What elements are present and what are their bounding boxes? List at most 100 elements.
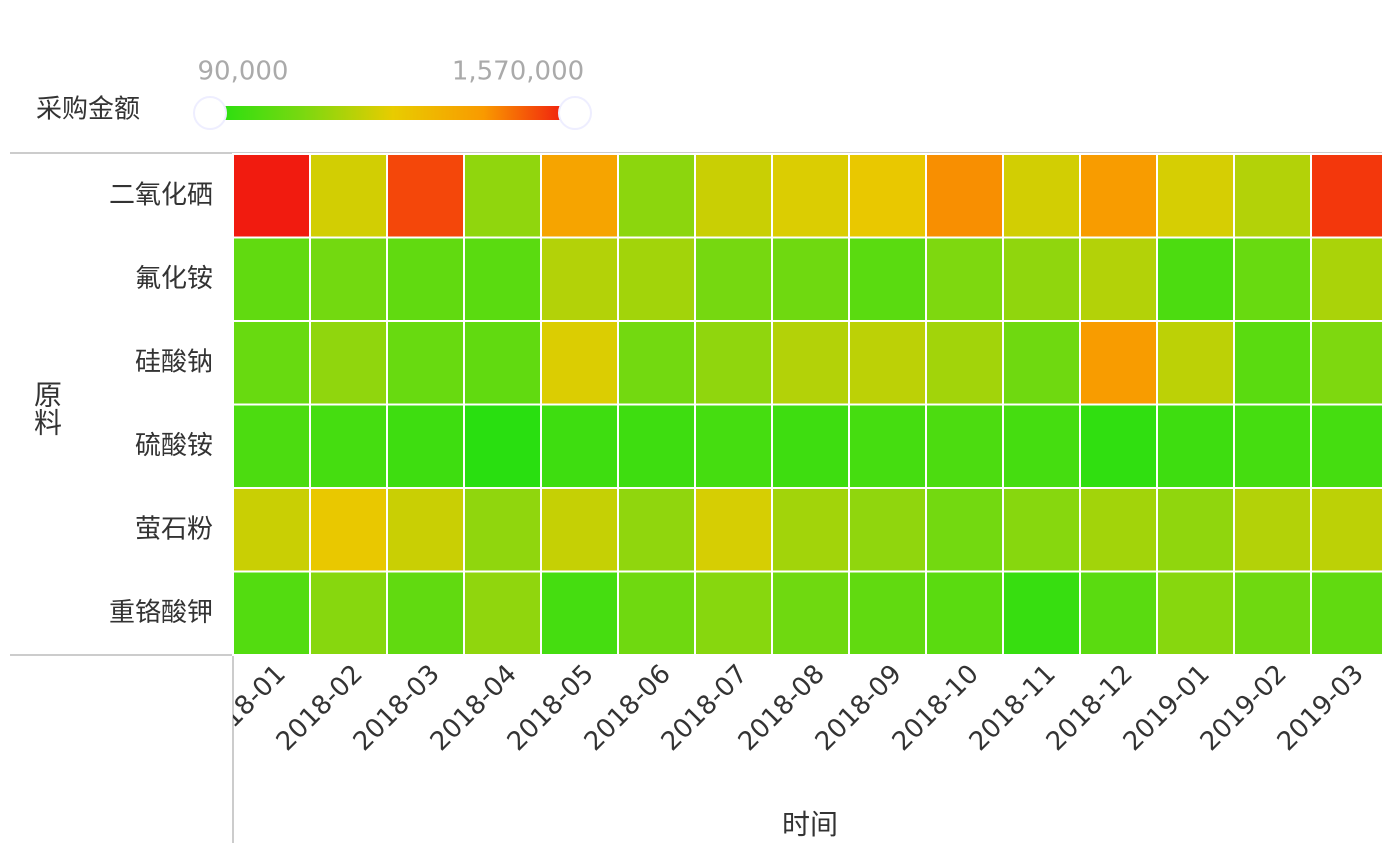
heatmap-cell <box>232 320 311 406</box>
heatmap-cell <box>1233 570 1312 656</box>
heatmap-cell <box>232 487 311 573</box>
heatmap-cell <box>925 570 1004 656</box>
heatmap-cell <box>925 403 1004 489</box>
heatmap-cell <box>1079 403 1158 489</box>
heatmap-cell <box>694 320 773 406</box>
heatmap-cell <box>232 153 311 239</box>
heatmap-cell <box>617 236 696 322</box>
heatmap-cell <box>1002 570 1081 656</box>
y-tick-label: 萤石粉 <box>135 514 213 544</box>
x-labels: 2018-012018-022018-032018-042018-052018-… <box>233 659 1370 757</box>
y-tick-label: 硅酸钠 <box>135 347 213 377</box>
heatmap-cell <box>1233 236 1312 322</box>
heatmap-cell <box>386 236 465 322</box>
heatmap-cell <box>463 487 542 573</box>
heatmap-cell <box>1310 403 1382 489</box>
heatmap-cell <box>694 570 773 656</box>
heatmap-cell <box>386 570 465 656</box>
heatmap-cell <box>386 153 465 239</box>
heatmap-cell <box>1156 403 1235 489</box>
heatmap-cell <box>1310 236 1382 322</box>
heatmap-cell <box>617 487 696 573</box>
heatmap-cell <box>309 570 388 656</box>
heatmap-cell <box>309 403 388 489</box>
heatmap-cell <box>848 153 927 239</box>
heatmap-cell <box>617 570 696 656</box>
heatmap-cell <box>232 236 311 322</box>
heatmap-cell <box>1156 487 1235 573</box>
y-tick-label: 氟化铵 <box>135 264 213 294</box>
heatmap-cell <box>463 320 542 406</box>
heatmap-cell <box>1156 236 1235 322</box>
heatmap-cell <box>1002 236 1081 322</box>
heatmap-cell <box>386 403 465 489</box>
heatmap-cell <box>1310 320 1382 406</box>
heatmap-cell <box>1079 570 1158 656</box>
heatmap-cell <box>1002 153 1081 239</box>
visual-map-handle[interactable] <box>558 96 592 130</box>
heatmap-cell <box>771 570 850 656</box>
heatmap-cell <box>540 153 619 239</box>
heatmap-cell <box>848 320 927 406</box>
heatmap-cell <box>463 403 542 489</box>
heatmap-cell <box>1002 320 1081 406</box>
heatmap-cell <box>1156 320 1235 406</box>
heatmap-cell <box>232 403 311 489</box>
heatmap-cell <box>1310 153 1382 239</box>
heatmap-cell <box>925 320 1004 406</box>
heatmap-cell <box>1156 570 1235 656</box>
heatmap-cell <box>617 320 696 406</box>
heatmap-cell <box>1233 153 1312 239</box>
heatmap-cell <box>232 570 311 656</box>
heatmap-cell <box>540 320 619 406</box>
heatmap-cell <box>617 153 696 239</box>
heatmap-cell <box>540 487 619 573</box>
heatmap-cell <box>309 487 388 573</box>
heatmap-cell <box>848 236 927 322</box>
visual-map-handle[interactable] <box>193 96 227 130</box>
heatmap-cell <box>1079 487 1158 573</box>
y-tick-label: 二氧化硒 <box>109 180 213 210</box>
visual-map-min: 90,000 <box>198 57 289 87</box>
heatmap-cell <box>1310 487 1382 573</box>
heatmap-cell <box>771 320 850 406</box>
y-axis-title: 原料 <box>30 380 63 436</box>
heatmap-cell <box>925 153 1004 239</box>
heatmap-cell <box>848 403 927 489</box>
heatmap-cell <box>1156 153 1235 239</box>
heatmap-cell <box>1079 236 1158 322</box>
heatmap-cell <box>925 487 1004 573</box>
x-axis-title: 时间 <box>782 808 838 841</box>
x-tick-label: 2019-03 <box>1272 659 1370 757</box>
heatmap-cell <box>386 487 465 573</box>
y-tick-label: 硫酸铵 <box>135 431 213 461</box>
heatmap-cell <box>848 487 927 573</box>
heatmap-cell <box>771 487 850 573</box>
heatmap-cell <box>925 236 1004 322</box>
heatmap-cell <box>309 236 388 322</box>
visual-map-max: 1,570,000 <box>452 57 584 87</box>
heatmap-cell <box>1079 320 1158 406</box>
heatmap-cell <box>1002 487 1081 573</box>
heatmap-cell <box>771 236 850 322</box>
heatmap-cell <box>386 320 465 406</box>
heatmap-cell <box>1002 403 1081 489</box>
heatmap-cell <box>463 236 542 322</box>
heatmap-cell <box>848 570 927 656</box>
heatmap-cell <box>463 570 542 656</box>
heatmap-cell <box>540 570 619 656</box>
heatmap-cell <box>617 403 696 489</box>
heatmap-cell <box>309 153 388 239</box>
visual-map-bar <box>212 106 574 120</box>
heatmap-cell <box>771 153 850 239</box>
heatmap-cell <box>771 403 850 489</box>
heatmap-cell <box>1233 403 1312 489</box>
heatmap-cell <box>1079 153 1158 239</box>
plot <box>232 153 1382 656</box>
heatmap-cell <box>1310 570 1382 656</box>
heatmap-cell <box>694 153 773 239</box>
heatmap-cell <box>694 487 773 573</box>
heatmap-cell <box>694 403 773 489</box>
heatmap-cell <box>1233 487 1312 573</box>
